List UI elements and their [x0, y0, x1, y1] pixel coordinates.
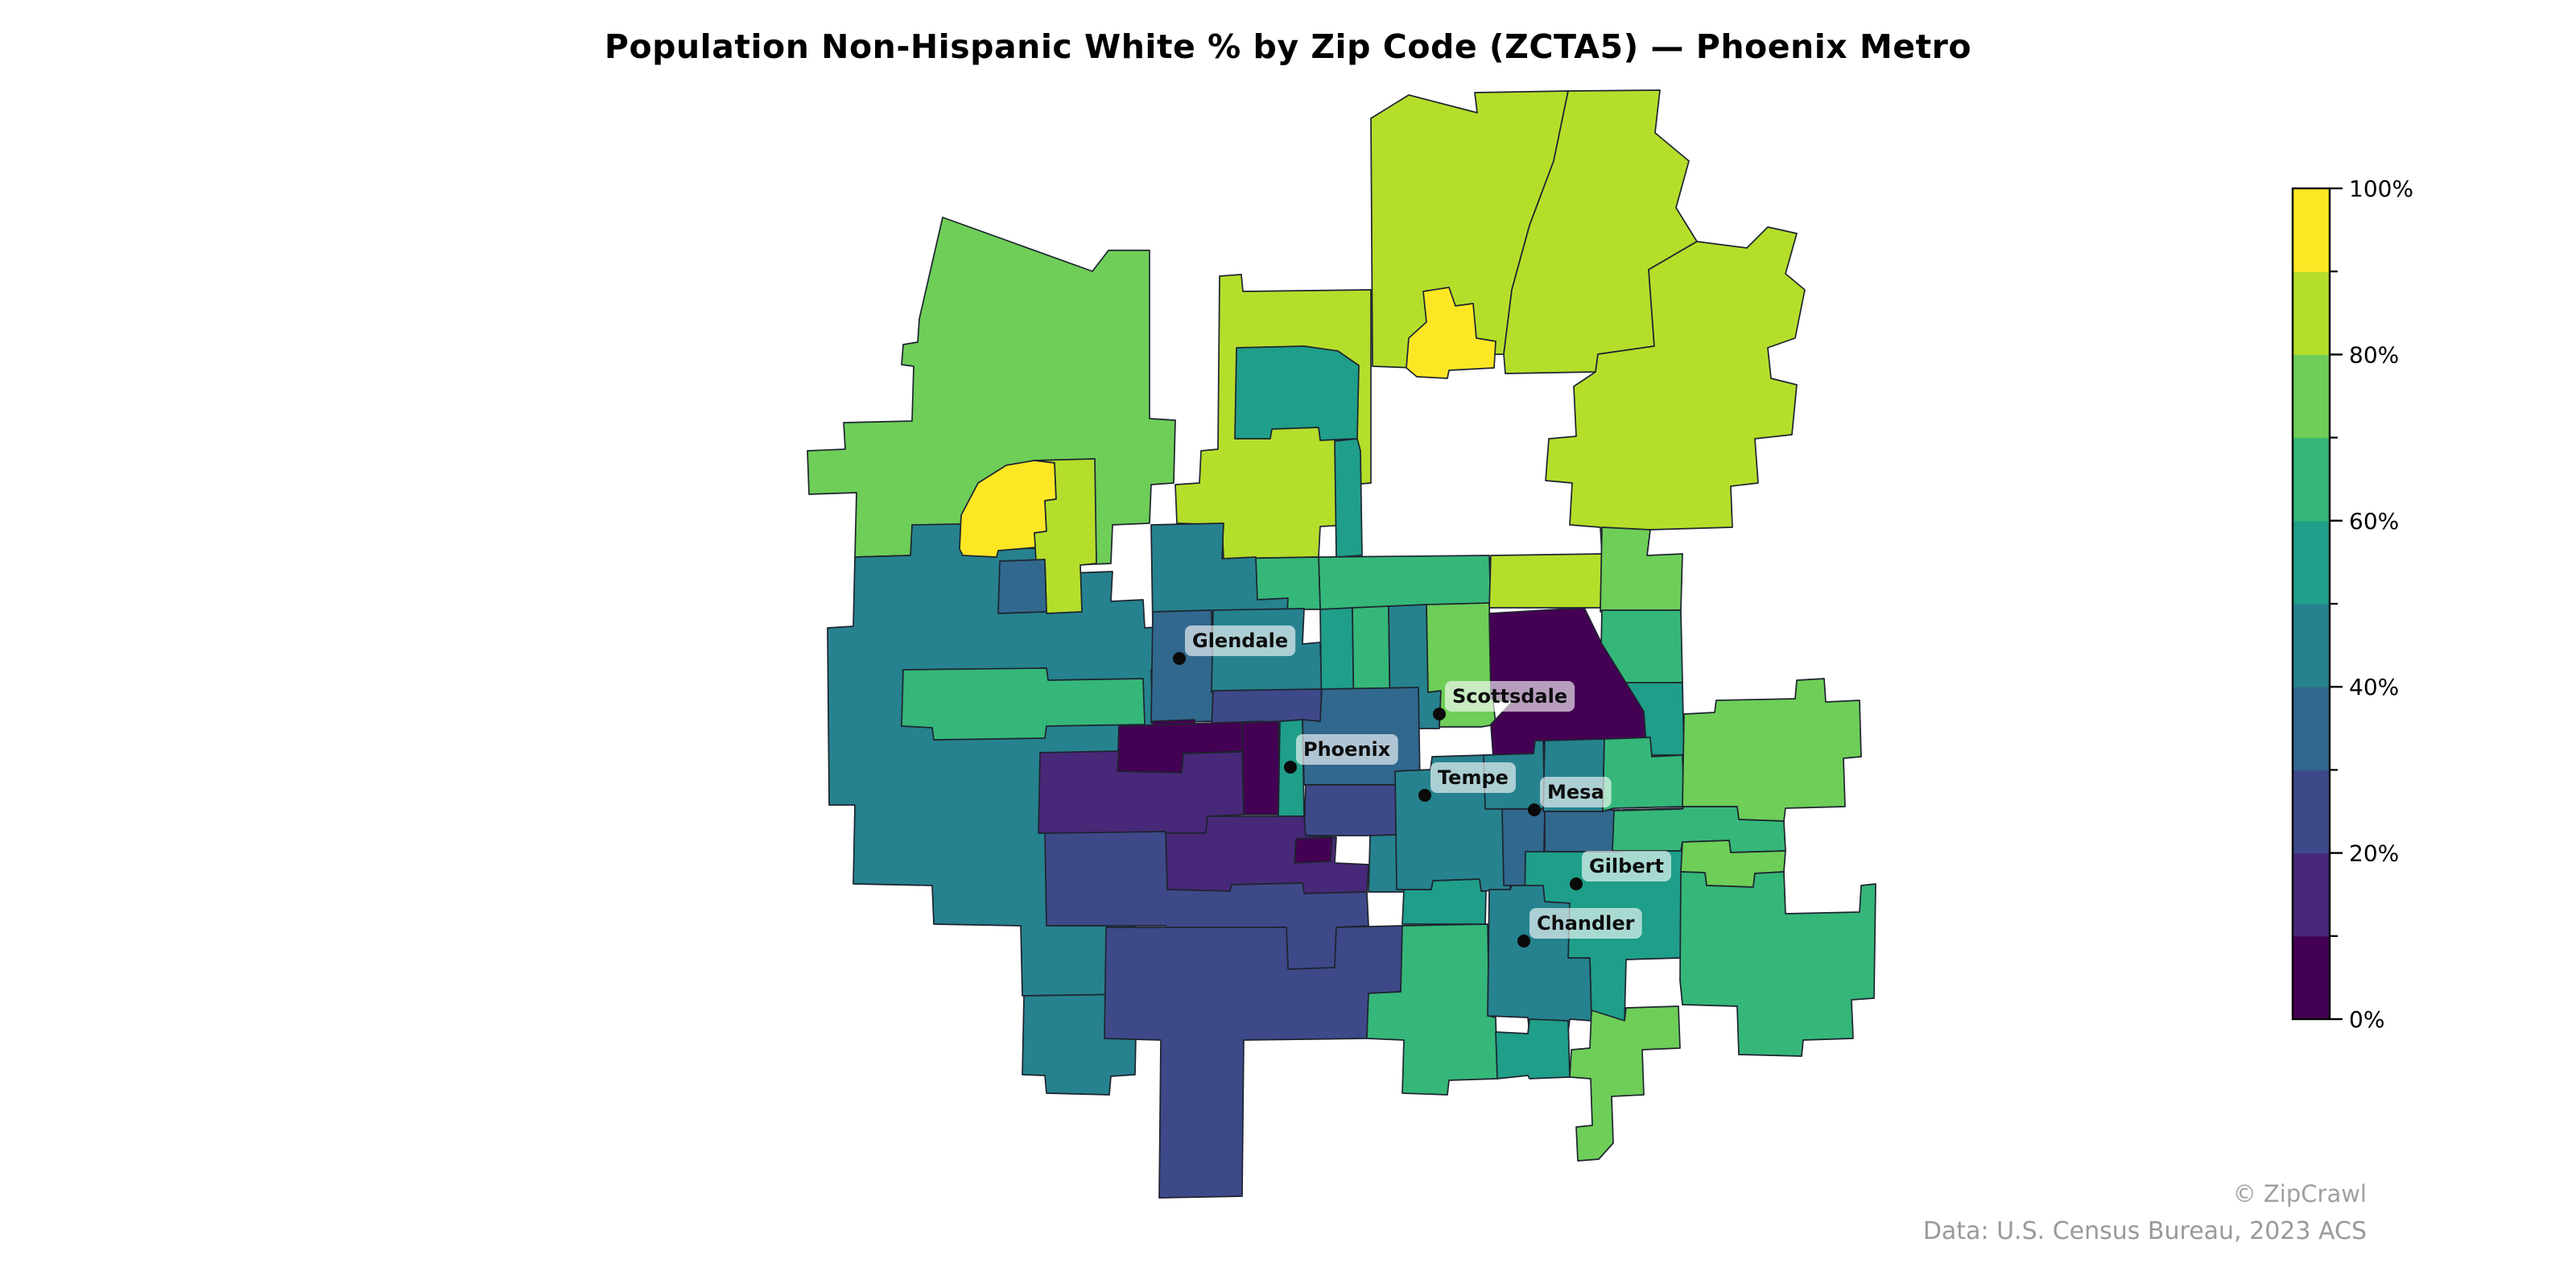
colorbar-tick-label: 80% [2349, 341, 2399, 368]
zcta-region [1682, 678, 1862, 822]
city-label-text: Chandler [1537, 912, 1635, 935]
colorbar-tick-label: 40% [2349, 674, 2399, 700]
city-label: Scottsdale [1445, 681, 1575, 712]
zcta-region [1234, 345, 1360, 441]
city-dot [1570, 877, 1583, 890]
city-label-bg [1530, 908, 1642, 939]
zcta-region [1600, 526, 1683, 613]
colorbar-tick-label: 0% [2349, 1006, 2384, 1033]
city-label-bg [1430, 762, 1516, 793]
colorbar-segment [2293, 604, 2330, 687]
colorbar-segment [2293, 354, 2330, 439]
zcta-region [1334, 438, 1363, 558]
city-label: Chandler [1530, 908, 1642, 939]
city-dot [1418, 789, 1431, 802]
city-dot [1284, 761, 1297, 774]
zcta-region [1602, 737, 1685, 812]
city-label-bg [1445, 681, 1575, 712]
city-label-bg [1185, 625, 1296, 656]
zcta-region [1294, 836, 1333, 864]
city-label: Tempe [1430, 762, 1516, 793]
city-label: Gilbert [1582, 851, 1671, 881]
colorbar-segment [2293, 770, 2330, 854]
zcta-region [1104, 925, 1403, 1199]
city-label-text: Glendale [1192, 630, 1288, 652]
zcta-region [1679, 871, 1876, 1057]
colorbar-segment [2293, 687, 2330, 770]
city-label-bg [1582, 851, 1671, 881]
data-source-note: Data: U.S. Census Bureau, 2023 ACS [1922, 1217, 2367, 1245]
zcta-region [997, 559, 1047, 614]
zcta-region [1406, 287, 1496, 379]
zcta-region [1495, 1018, 1571, 1080]
city-label-bg [1540, 777, 1612, 807]
colorbar-tick-label: 20% [2349, 840, 2399, 867]
city-label-text: Phoenix [1303, 738, 1391, 761]
colorbar-segment [2293, 935, 2330, 1020]
colorbar-segment [2293, 852, 2330, 937]
city-markers-layer: Glendale Scottsdale Phoenix Tempe Mesa Gilber… [1173, 625, 1671, 947]
zcta-region [1366, 923, 1498, 1096]
watermark-credit: © ZipCrawl [2232, 1180, 2367, 1208]
colorbar-segment [2293, 437, 2330, 522]
zcta-region [1569, 1005, 1681, 1162]
zcta-region-layer [807, 89, 1876, 1199]
colorbar-tick-label: 60% [2349, 508, 2399, 535]
city-label-text: Scottsdale [1452, 685, 1567, 708]
colorbar-segment [2293, 520, 2330, 605]
zcta-region [901, 667, 1146, 741]
zcta-region [1241, 720, 1281, 815]
zcta-region [1318, 555, 1492, 610]
city-label: Mesa [1540, 777, 1612, 807]
city-dot [1433, 708, 1446, 720]
city-label: Glendale [1185, 625, 1296, 656]
colorbar: 0% 20% 40% 60% 80% 100% [2291, 175, 2413, 1033]
zcta-region [1544, 809, 1623, 852]
zcta-region [1488, 553, 1603, 609]
city-dot [1528, 803, 1541, 816]
zcta-region [1545, 226, 1806, 556]
colorbar-segment [2293, 271, 2330, 355]
city-label-text: Tempe [1438, 766, 1509, 789]
city-label-text: Mesa [1547, 781, 1604, 803]
city-dot [1517, 935, 1530, 947]
colorbar-segment [2293, 188, 2330, 272]
city-label-bg [1296, 734, 1398, 765]
page-title: Population Non-Hispanic White % by Zip C… [604, 27, 1972, 66]
colorbar-tick-label: 100% [2349, 175, 2413, 202]
city-dot [1173, 652, 1186, 665]
city-label: Phoenix [1296, 734, 1398, 765]
city-label-text: Gilbert [1589, 855, 1664, 877]
